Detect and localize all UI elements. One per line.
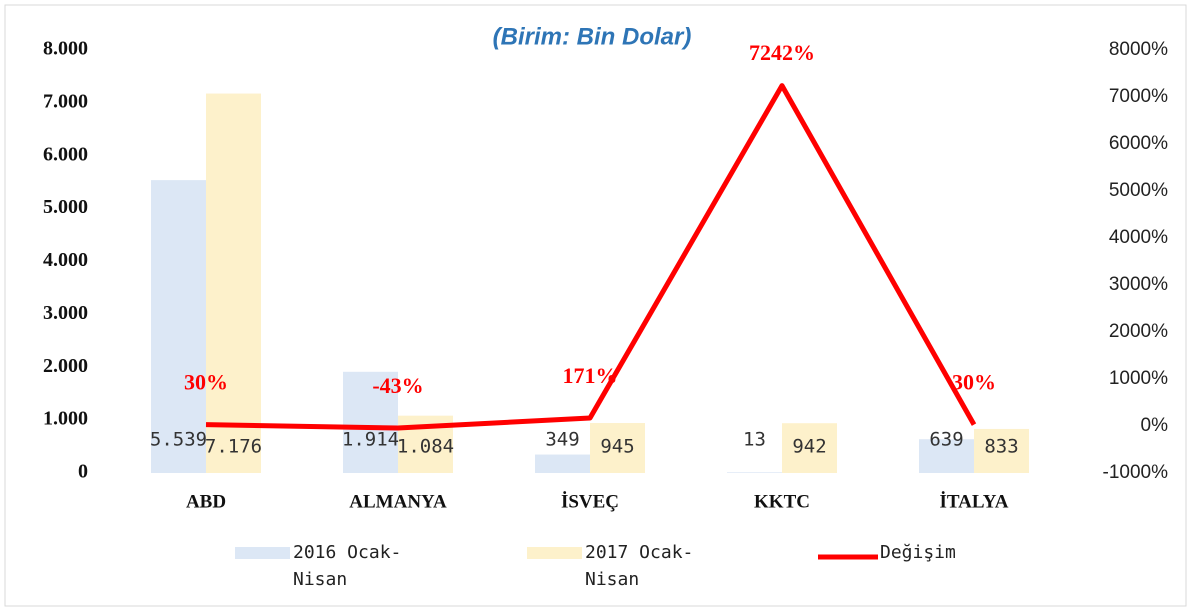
x-tick-label: ALMANYA xyxy=(349,491,447,512)
y-tick-label: 8.000 xyxy=(43,38,88,60)
legend-swatch xyxy=(527,547,582,559)
line-value-label: 7242% xyxy=(749,40,815,65)
y2-tick-label: 5000% xyxy=(1109,180,1168,201)
chart-title: (Birim: Bin Dolar) xyxy=(493,23,692,50)
line-value-label: 30% xyxy=(184,370,228,395)
line-value-label: 171% xyxy=(563,363,618,388)
bar-value-label: 1.914 xyxy=(342,429,399,451)
bar-value-label: 639 xyxy=(929,429,963,451)
line-value-label: 30% xyxy=(952,370,996,395)
bar xyxy=(535,454,590,473)
y-tick-label: 0 xyxy=(78,461,88,483)
y2-tick-label: 6000% xyxy=(1109,133,1168,154)
bar xyxy=(151,180,206,474)
y-tick-label: 5.000 xyxy=(43,196,88,218)
y2-tick-label: 2000% xyxy=(1109,321,1168,342)
bar-value-label: 945 xyxy=(600,436,634,458)
bar xyxy=(919,439,974,473)
y2-tick-label: 3000% xyxy=(1109,274,1168,295)
y-tick-label: 7.000 xyxy=(43,90,88,112)
bar xyxy=(206,93,261,473)
y2-tick-label: 8000% xyxy=(1109,39,1168,60)
line-value-label: -43% xyxy=(372,373,423,398)
bar xyxy=(343,371,398,473)
y-tick-label: 6.000 xyxy=(43,143,88,165)
legend-label: 2016 Ocak-Nisan xyxy=(293,542,402,590)
y-tick-label: 3.000 xyxy=(43,302,88,324)
bar xyxy=(974,428,1029,473)
bar-value-label: 5.539 xyxy=(150,429,207,451)
y-tick-label: 4.000 xyxy=(43,249,88,271)
y-tick-label: 1.000 xyxy=(43,408,88,430)
bar-value-label: 7.176 xyxy=(205,436,262,458)
bars xyxy=(151,93,1029,474)
x-tick-label: ABD xyxy=(186,491,226,512)
line xyxy=(205,83,977,431)
bar-value-label: 349 xyxy=(545,429,579,451)
y2-tick-label: 7000% xyxy=(1109,86,1168,107)
y-tick-label: 2.000 xyxy=(43,355,88,377)
bar-value-label: 1.084 xyxy=(397,436,454,458)
bar-value-label: 942 xyxy=(792,436,826,458)
bar-value-label: 13 xyxy=(743,429,766,451)
bar xyxy=(727,472,782,473)
y2-tick-label: -1000% xyxy=(1103,462,1169,483)
y2-tick-label: 0% xyxy=(1141,415,1169,436)
bar xyxy=(782,423,837,473)
x-tick-label: İSVEÇ xyxy=(561,491,619,512)
y2-tick-label: 4000% xyxy=(1109,227,1168,248)
x-tick-label: İTALYA xyxy=(939,491,1008,512)
bar-value-label: 833 xyxy=(984,436,1018,458)
legend-label: 2017 Ocak-Nisan xyxy=(585,542,694,590)
y2-tick-label: 1000% xyxy=(1109,368,1168,389)
x-tick-label: KKTC xyxy=(754,491,810,512)
bar xyxy=(590,423,645,473)
legend-swatch xyxy=(235,547,290,559)
legend-label: Değişim xyxy=(880,542,956,563)
